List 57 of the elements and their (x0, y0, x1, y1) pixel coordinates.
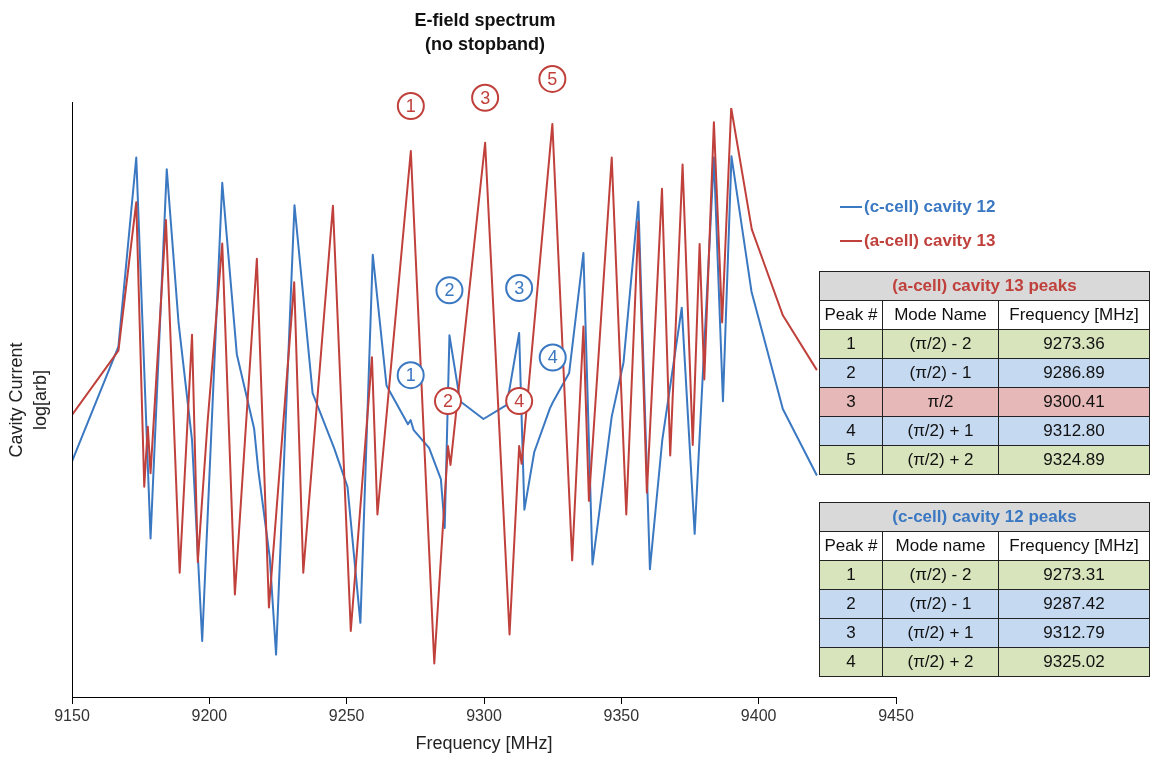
text: (π/2) + 1 (907, 623, 974, 642)
annotation: 3 (514, 277, 525, 298)
text: Frequency [MHz] (1009, 536, 1139, 555)
text: 9312.80 (1043, 421, 1105, 440)
annotation: 5 (547, 68, 558, 89)
legend-label: (c-cell) cavity 12 (864, 197, 996, 217)
annotation: Peak # (819, 300, 883, 330)
text: (π/2) + 2 (907, 652, 974, 671)
text: (π/2) - 2 (909, 334, 972, 353)
annotation: Peak # (819, 531, 883, 561)
chart-title: E-field spectrum (413, 9, 557, 32)
text: (π/2) - 1 (909, 594, 972, 613)
text: 9273.31 (1043, 565, 1105, 584)
text: 9312.79 (1043, 623, 1105, 642)
annotation: 5 (819, 445, 883, 475)
annotation: Mode Name (882, 300, 999, 330)
text: (π/2) - 1 (909, 363, 972, 382)
annotation: 4 (514, 391, 525, 412)
x-tick-label: 9400 (740, 707, 777, 725)
annotation: 2 (819, 589, 883, 619)
annotation: 4 (819, 416, 883, 446)
x-tick-label: 9300 (466, 707, 502, 725)
annotation: 1 (819, 560, 883, 590)
annotation: 2 (442, 391, 453, 412)
text: 9273.36 (1043, 334, 1105, 353)
annotation: 1 (405, 95, 416, 116)
annotation: 1 (819, 329, 883, 359)
text: 9287.42 (1043, 594, 1105, 613)
text: (π/2) + 2 (907, 450, 974, 469)
text: 9325.02 (1043, 652, 1105, 671)
x-axis-title: Frequency [MHz] (414, 733, 554, 754)
text: 9300.41 (1043, 392, 1105, 411)
annotation: 1 (405, 365, 416, 386)
x-tick-label: 9250 (328, 707, 365, 725)
annotation: 2 (444, 280, 455, 301)
text: 9286.89 (1043, 363, 1105, 382)
x-tick-label: 9350 (603, 707, 640, 725)
x-tick-label: 9150 (54, 707, 90, 725)
x-tick-label: 9450 (878, 707, 914, 725)
text: 9324.89 (1043, 450, 1105, 469)
legend-label: (a-cell) cavity 13 (864, 231, 996, 251)
annotation: 2 (819, 358, 883, 388)
annotation: 4 (819, 647, 883, 677)
text: Frequency [MHz] (1009, 305, 1139, 324)
annotation: (a-cell) cavity 13 peaks (819, 271, 1150, 301)
annotation: (c-cell) cavity 12 peaks (819, 502, 1150, 532)
text: (π/2) + 1 (907, 421, 974, 440)
text: (π/2) - 2 (909, 565, 972, 584)
annotation: 4 (547, 347, 558, 368)
annotation: Mode name (882, 531, 999, 561)
text: π/2 (927, 392, 954, 411)
y-axis-title: Cavity Current log[arb] (5, 341, 51, 460)
annotation: 3 (480, 87, 491, 108)
annotation: 3 (819, 618, 883, 648)
chart-subtitle: (no stopband) (424, 33, 546, 56)
annotation: 3 (819, 387, 883, 417)
x-tick-label: 9200 (191, 707, 228, 725)
